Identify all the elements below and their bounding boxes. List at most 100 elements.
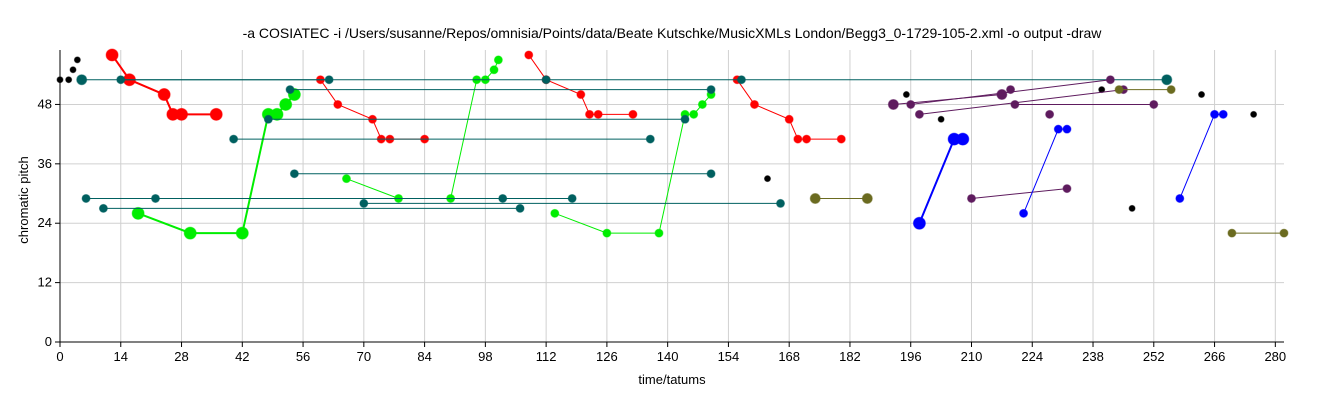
data-point (1006, 85, 1016, 95)
data-point (524, 50, 534, 60)
x-tick-label: 168 (778, 349, 800, 364)
series-line (971, 188, 1068, 199)
series-line (1023, 128, 1067, 214)
data-point (776, 198, 786, 208)
data-marks (56, 48, 1289, 240)
data-point (76, 74, 88, 86)
data-point (628, 109, 638, 119)
data-point (550, 208, 560, 218)
data-point (1161, 74, 1173, 86)
data-point (289, 169, 299, 179)
data-point (105, 48, 119, 62)
data-point (567, 193, 577, 203)
series-line (528, 54, 633, 115)
x-tick-label: 266 (1204, 349, 1226, 364)
x-axis-label: time/tatums (638, 372, 706, 387)
data-point (359, 198, 369, 208)
data-point (585, 109, 595, 119)
data-point (489, 65, 499, 75)
data-point (1062, 124, 1072, 134)
data-point (1062, 184, 1072, 194)
data-point (1053, 124, 1063, 134)
x-tick-label: 182 (839, 349, 861, 364)
x-tick-label: 56 (296, 349, 310, 364)
data-point (593, 109, 603, 119)
x-tick-label: 112 (536, 349, 557, 364)
x-tick-label: 126 (596, 349, 618, 364)
data-point (1175, 193, 1185, 203)
data-point (263, 114, 273, 124)
x-tick-label: 0 (56, 349, 63, 364)
x-tick-label: 42 (235, 349, 249, 364)
data-point (749, 99, 759, 109)
axes: 0 14 28 42 56 70 84 98 112 126 140 154 168 182 196 210 2… (38, 50, 1286, 364)
data-point (861, 192, 873, 204)
data-point (736, 75, 746, 85)
data-point (279, 97, 293, 111)
series-line (1179, 113, 1224, 199)
x-tick-label: 140 (657, 349, 679, 364)
x-tick-label: 154 (718, 349, 740, 364)
data-point (906, 99, 916, 109)
data-point (333, 99, 343, 109)
data-point (1250, 110, 1258, 118)
series-line (919, 89, 1124, 115)
y-tick-label: 24 (38, 215, 52, 230)
data-point (937, 115, 945, 123)
data-point (235, 226, 249, 240)
data-point (270, 107, 284, 121)
y-tick-label: 48 (38, 96, 52, 111)
data-point (1149, 99, 1159, 109)
data-point (116, 75, 126, 85)
data-point (763, 175, 771, 183)
data-point (706, 169, 716, 179)
data-point (1105, 75, 1115, 85)
y-tick-label: 0 (45, 334, 52, 349)
data-point (131, 206, 145, 220)
data-point (285, 85, 295, 95)
y-tick-label: 12 (38, 275, 52, 290)
data-point (1198, 91, 1206, 99)
data-point (324, 75, 334, 85)
data-point (689, 109, 699, 119)
x-tick-label: 70 (357, 349, 371, 364)
data-point (654, 228, 664, 238)
data-point (966, 193, 976, 203)
data-point (65, 76, 73, 84)
data-point (175, 107, 189, 121)
data-point (1210, 109, 1220, 119)
data-point (902, 91, 910, 99)
data-point (493, 55, 503, 65)
y-axis-label: chromatic pitch (16, 156, 31, 243)
data-point (680, 114, 690, 124)
data-point (73, 56, 81, 64)
chart-title: -a COSIATEC -i /Users/susanne/Repos/omni… (243, 25, 1103, 41)
series-line (736, 79, 842, 140)
data-point (887, 98, 899, 110)
data-point (1019, 208, 1029, 218)
data-point (1218, 109, 1228, 119)
data-point (697, 99, 707, 109)
data-point (802, 134, 812, 144)
x-tick-label: 252 (1143, 349, 1165, 364)
data-point (81, 193, 91, 203)
data-point (515, 203, 525, 213)
data-point (69, 66, 77, 74)
data-point (183, 226, 197, 240)
x-tick-label: 196 (900, 349, 922, 364)
data-point (157, 88, 171, 102)
data-point (98, 203, 108, 213)
data-point (645, 134, 655, 144)
data-point (996, 89, 1008, 101)
data-point (150, 193, 160, 203)
x-tick-label: 14 (114, 349, 128, 364)
data-point (793, 134, 803, 144)
data-point (576, 90, 586, 100)
grid (59, 50, 1284, 343)
x-tick-label: 238 (1082, 349, 1104, 364)
y-tick-label: 36 (38, 156, 52, 171)
x-tick-label: 84 (417, 349, 431, 364)
data-point (602, 228, 612, 238)
x-tick-label: 98 (478, 349, 492, 364)
